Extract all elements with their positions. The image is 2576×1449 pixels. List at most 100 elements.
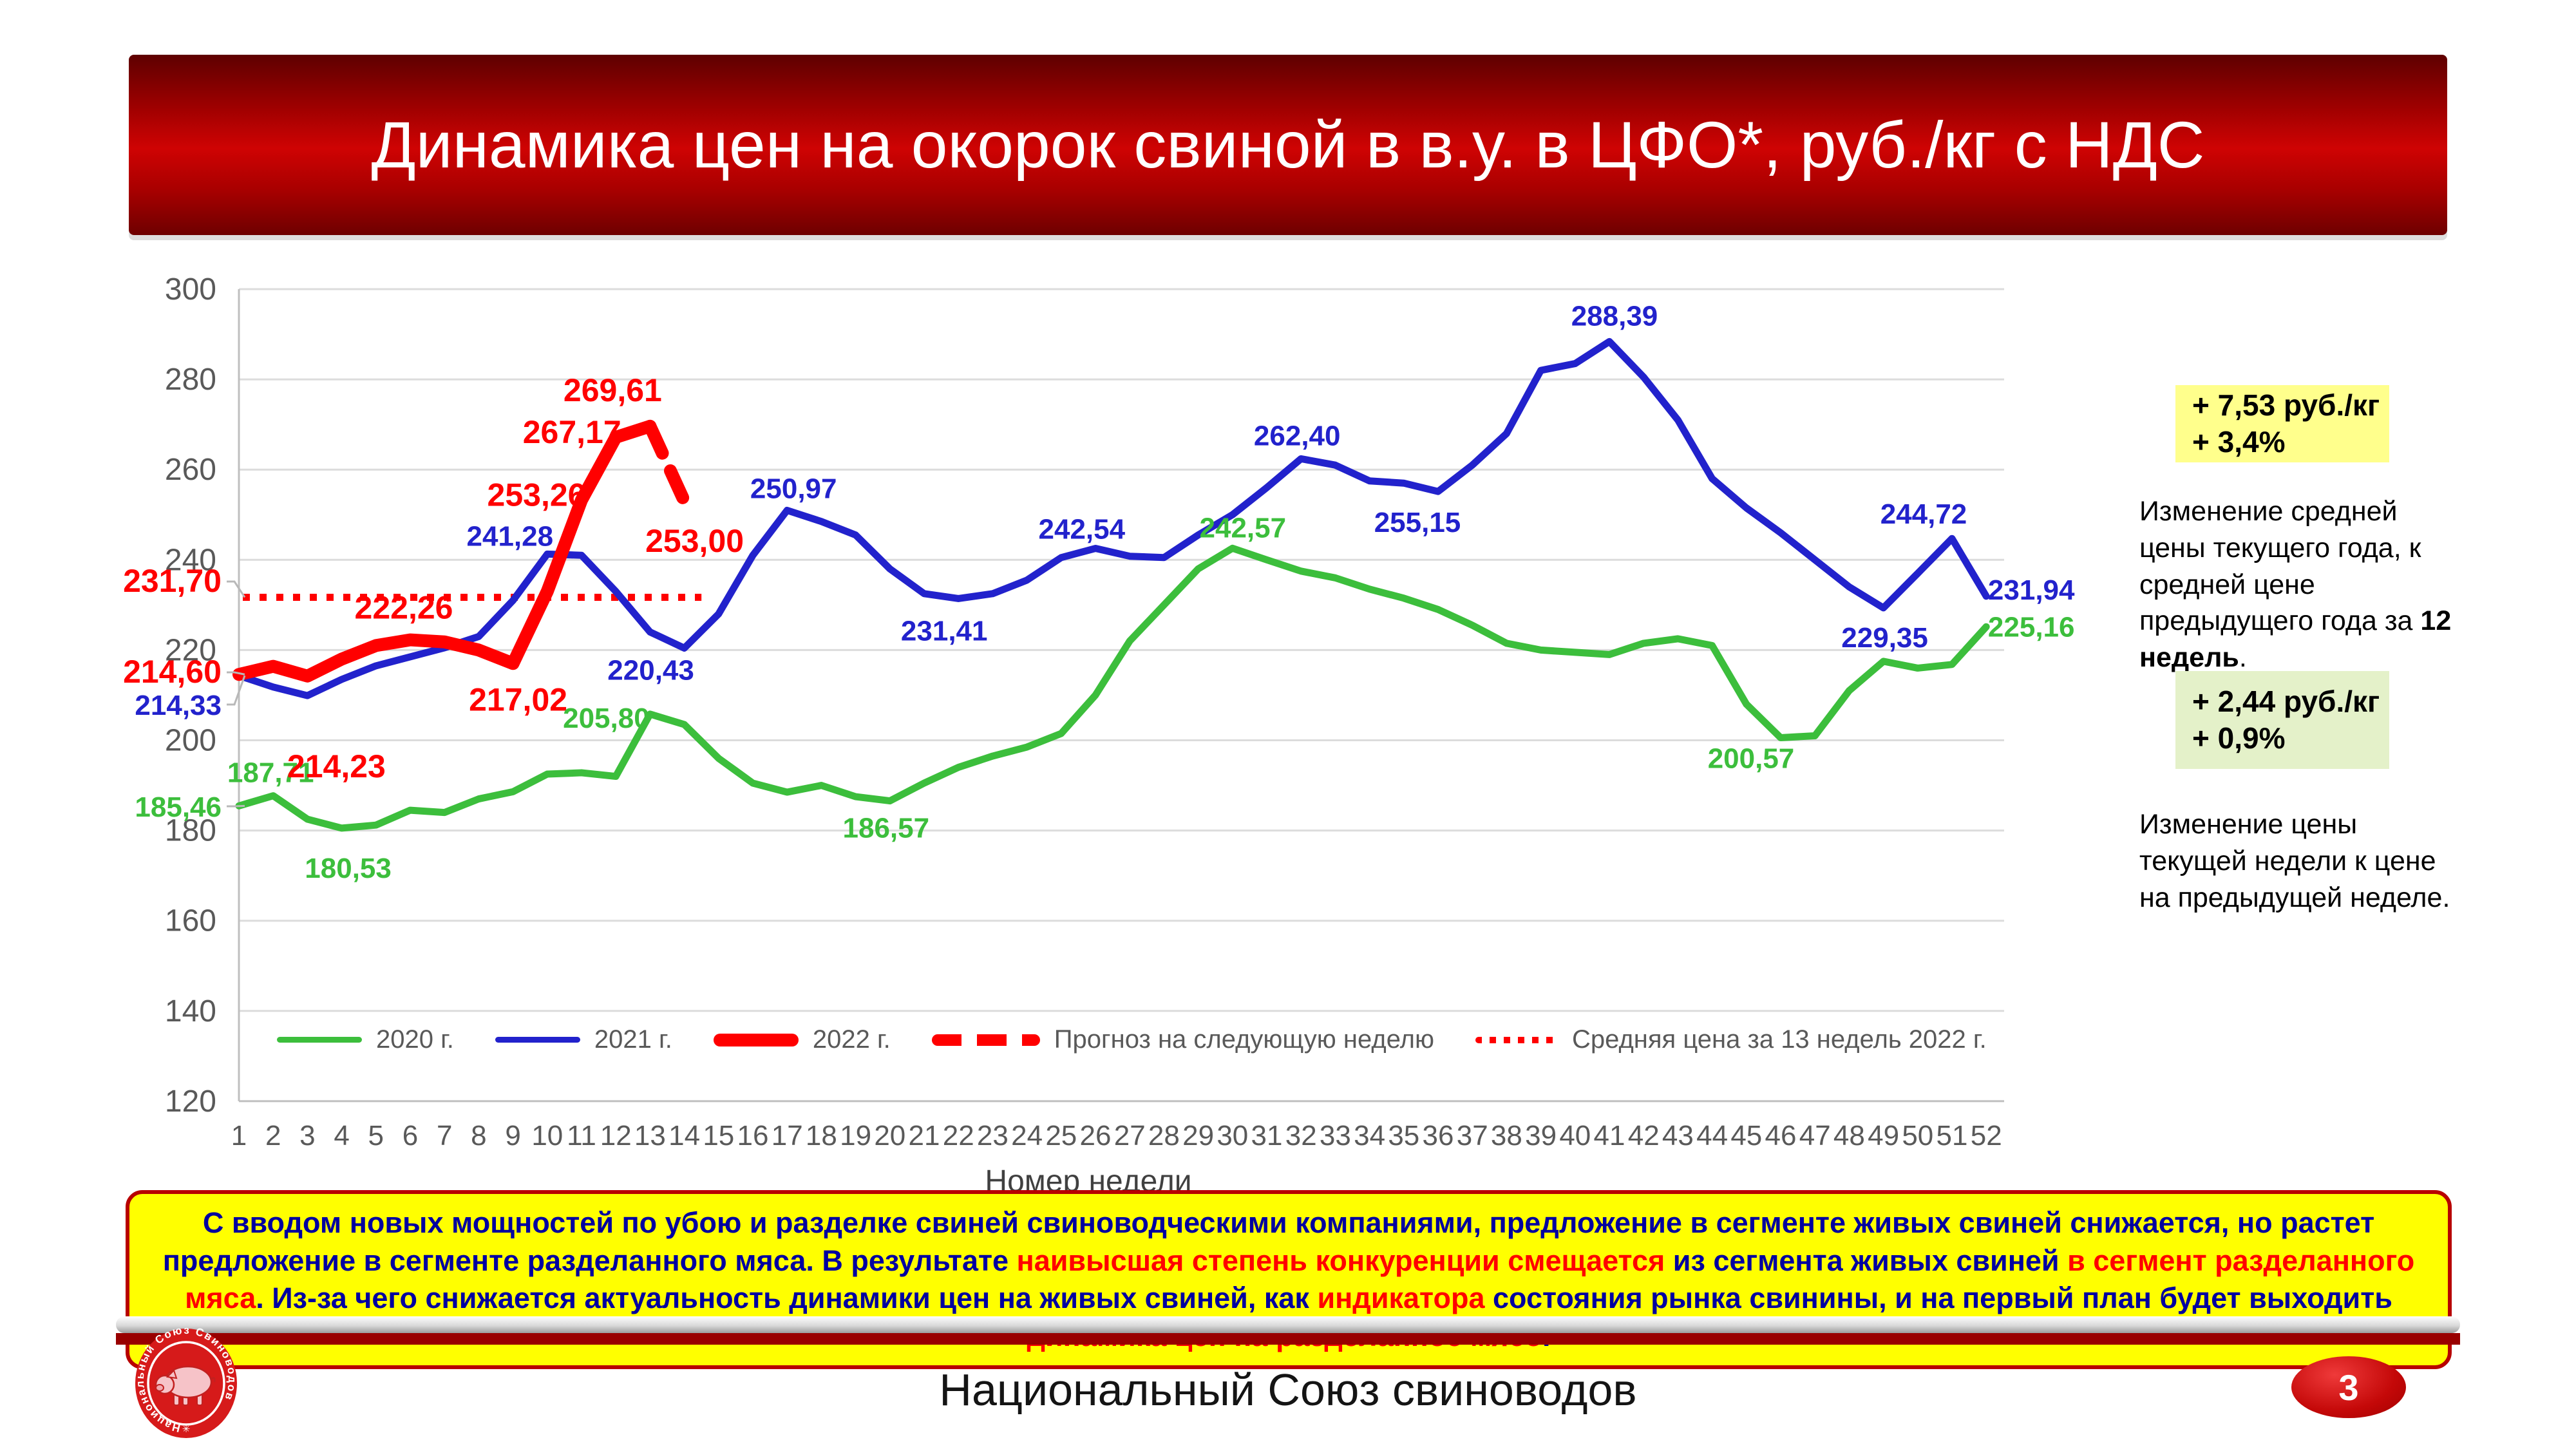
legend-line-2022-icon	[713, 1033, 799, 1046]
svg-text:28: 28	[1148, 1120, 1180, 1151]
svg-text:225,16: 225,16	[1988, 611, 2075, 643]
svg-text:205,80: 205,80	[563, 703, 650, 734]
pig-icon	[155, 1365, 216, 1406]
svg-text:17: 17	[772, 1120, 803, 1151]
svg-text:22: 22	[943, 1120, 974, 1151]
svg-text:229,35: 229,35	[1841, 622, 1928, 654]
svg-text:52: 52	[1971, 1120, 2002, 1151]
svg-text:300: 300	[165, 272, 216, 307]
svg-text:185,46: 185,46	[135, 791, 222, 823]
avg-change-pct: + 3,4%	[2192, 425, 2286, 459]
svg-text:200,57: 200,57	[1708, 743, 1795, 775]
svg-text:33: 33	[1320, 1120, 1351, 1151]
svg-text:3: 3	[299, 1120, 315, 1151]
legend-item-2021: 2021 г.	[495, 1025, 672, 1054]
svg-text:253,26: 253,26	[488, 477, 586, 513]
svg-text:50: 50	[1902, 1120, 1933, 1151]
legend-dotted-line-icon	[1475, 1036, 1558, 1043]
legend-label-average: Средняя цена за 13 недель 2022 г.	[1571, 1025, 1987, 1054]
svg-text:11: 11	[567, 1120, 596, 1151]
legend-line-2021-icon	[495, 1037, 580, 1043]
svg-text:29: 29	[1182, 1120, 1214, 1151]
svg-text:41: 41	[1594, 1120, 1625, 1151]
svg-text:32: 32	[1285, 1120, 1317, 1151]
svg-text:231,94: 231,94	[1988, 574, 2075, 606]
svg-text:6: 6	[402, 1120, 418, 1151]
avg-change-note: Изменение средней цены текущего года, к …	[2139, 496, 2452, 673]
svg-text:140: 140	[165, 994, 216, 1028]
week-change-note: Изменение цены текущей недели к цене на …	[2139, 809, 2450, 913]
week-change-rub: + 2,44 руб./кг	[2192, 684, 2380, 718]
svg-text:231,41: 231,41	[901, 615, 988, 647]
week-change-badge: + 2,44 руб./кг + 0,9%	[2175, 671, 2389, 769]
svg-text:40: 40	[1559, 1120, 1591, 1151]
svg-text:39: 39	[1525, 1120, 1557, 1151]
svg-text:255,15: 255,15	[1374, 507, 1461, 538]
svg-text:14: 14	[668, 1120, 700, 1151]
logo-star-icon: ✳	[182, 1424, 191, 1435]
page-number-badge: 3	[2291, 1356, 2406, 1418]
legend-label-2021: 2021 г.	[594, 1025, 672, 1054]
svg-text:15: 15	[703, 1120, 734, 1151]
svg-text:30: 30	[1217, 1120, 1248, 1151]
svg-text:25: 25	[1045, 1120, 1077, 1151]
svg-text:46: 46	[1765, 1120, 1797, 1151]
svg-text:1: 1	[231, 1120, 247, 1151]
title-banner: Динамика цен на окорок свиной в в.у. в Ц…	[129, 55, 2447, 235]
svg-text:214,33: 214,33	[135, 690, 222, 721]
legend-item-forecast: Прогноз на следующую неделю	[931, 1025, 1434, 1054]
svg-text:220,43: 220,43	[607, 654, 694, 686]
svg-text:21: 21	[909, 1120, 940, 1151]
week-change-pct: + 0,9%	[2192, 721, 2286, 755]
avg-change-badge: + 7,53 руб./кг + 3,4%	[2175, 385, 2389, 462]
svg-text:214,60: 214,60	[123, 654, 222, 690]
svg-text:27: 27	[1114, 1120, 1146, 1151]
svg-text:160: 160	[165, 904, 216, 938]
svg-text:260: 260	[165, 453, 216, 487]
legend-dashed-line-icon	[931, 1034, 1040, 1046]
svg-text:43: 43	[1662, 1120, 1694, 1151]
svg-text:8: 8	[471, 1120, 486, 1151]
svg-text:4: 4	[334, 1120, 349, 1151]
svg-text:10: 10	[531, 1120, 563, 1151]
svg-text:34: 34	[1354, 1120, 1385, 1151]
svg-text:24: 24	[1011, 1120, 1043, 1151]
footer-divider-silver	[116, 1316, 2460, 1333]
svg-text:214,23: 214,23	[287, 748, 386, 784]
legend-item-2020: 2020 г.	[277, 1025, 454, 1054]
svg-text:187,71: 187,71	[227, 757, 314, 789]
svg-text:23: 23	[977, 1120, 1009, 1151]
svg-text:231,70: 231,70	[123, 563, 222, 599]
svg-text:31: 31	[1251, 1120, 1283, 1151]
union-logo: Национальный Союз Свиноводов ✳	[134, 1328, 237, 1438]
svg-text:240: 240	[165, 543, 216, 577]
legend-label-forecast: Прогноз на следующую неделю	[1054, 1025, 1434, 1054]
svg-text:280: 280	[165, 363, 216, 397]
svg-text:26: 26	[1080, 1120, 1112, 1151]
svg-text:20: 20	[874, 1120, 905, 1151]
svg-text:244,72: 244,72	[1880, 498, 1967, 530]
svg-text:37: 37	[1457, 1120, 1488, 1151]
legend-label-2020: 2020 г.	[376, 1025, 454, 1054]
svg-text:16: 16	[737, 1120, 769, 1151]
svg-text:9: 9	[505, 1120, 520, 1151]
legend-line-2020-icon	[277, 1037, 362, 1043]
svg-text:47: 47	[1799, 1120, 1831, 1151]
svg-text:267,17: 267,17	[523, 414, 621, 450]
svg-text:42: 42	[1628, 1120, 1660, 1151]
svg-text:242,57: 242,57	[1200, 512, 1287, 544]
page-number: 3	[2338, 1367, 2359, 1408]
svg-text:180,53: 180,53	[305, 853, 392, 884]
svg-text:5: 5	[368, 1120, 384, 1151]
svg-text:38: 38	[1491, 1120, 1522, 1151]
svg-text:180: 180	[165, 814, 216, 848]
svg-text:13: 13	[634, 1120, 666, 1151]
svg-text:242,54: 242,54	[1039, 514, 1126, 545]
svg-text:220: 220	[165, 633, 216, 667]
svg-text:49: 49	[1868, 1120, 1899, 1151]
svg-text:288,39: 288,39	[1571, 300, 1658, 332]
svg-text:18: 18	[806, 1120, 837, 1151]
svg-text:262,40: 262,40	[1254, 420, 1341, 451]
svg-text:222,26: 222,26	[355, 590, 453, 626]
chart-legend: 2020 г. 2021 г. 2022 г. Прогноз на следу…	[277, 1025, 1987, 1054]
